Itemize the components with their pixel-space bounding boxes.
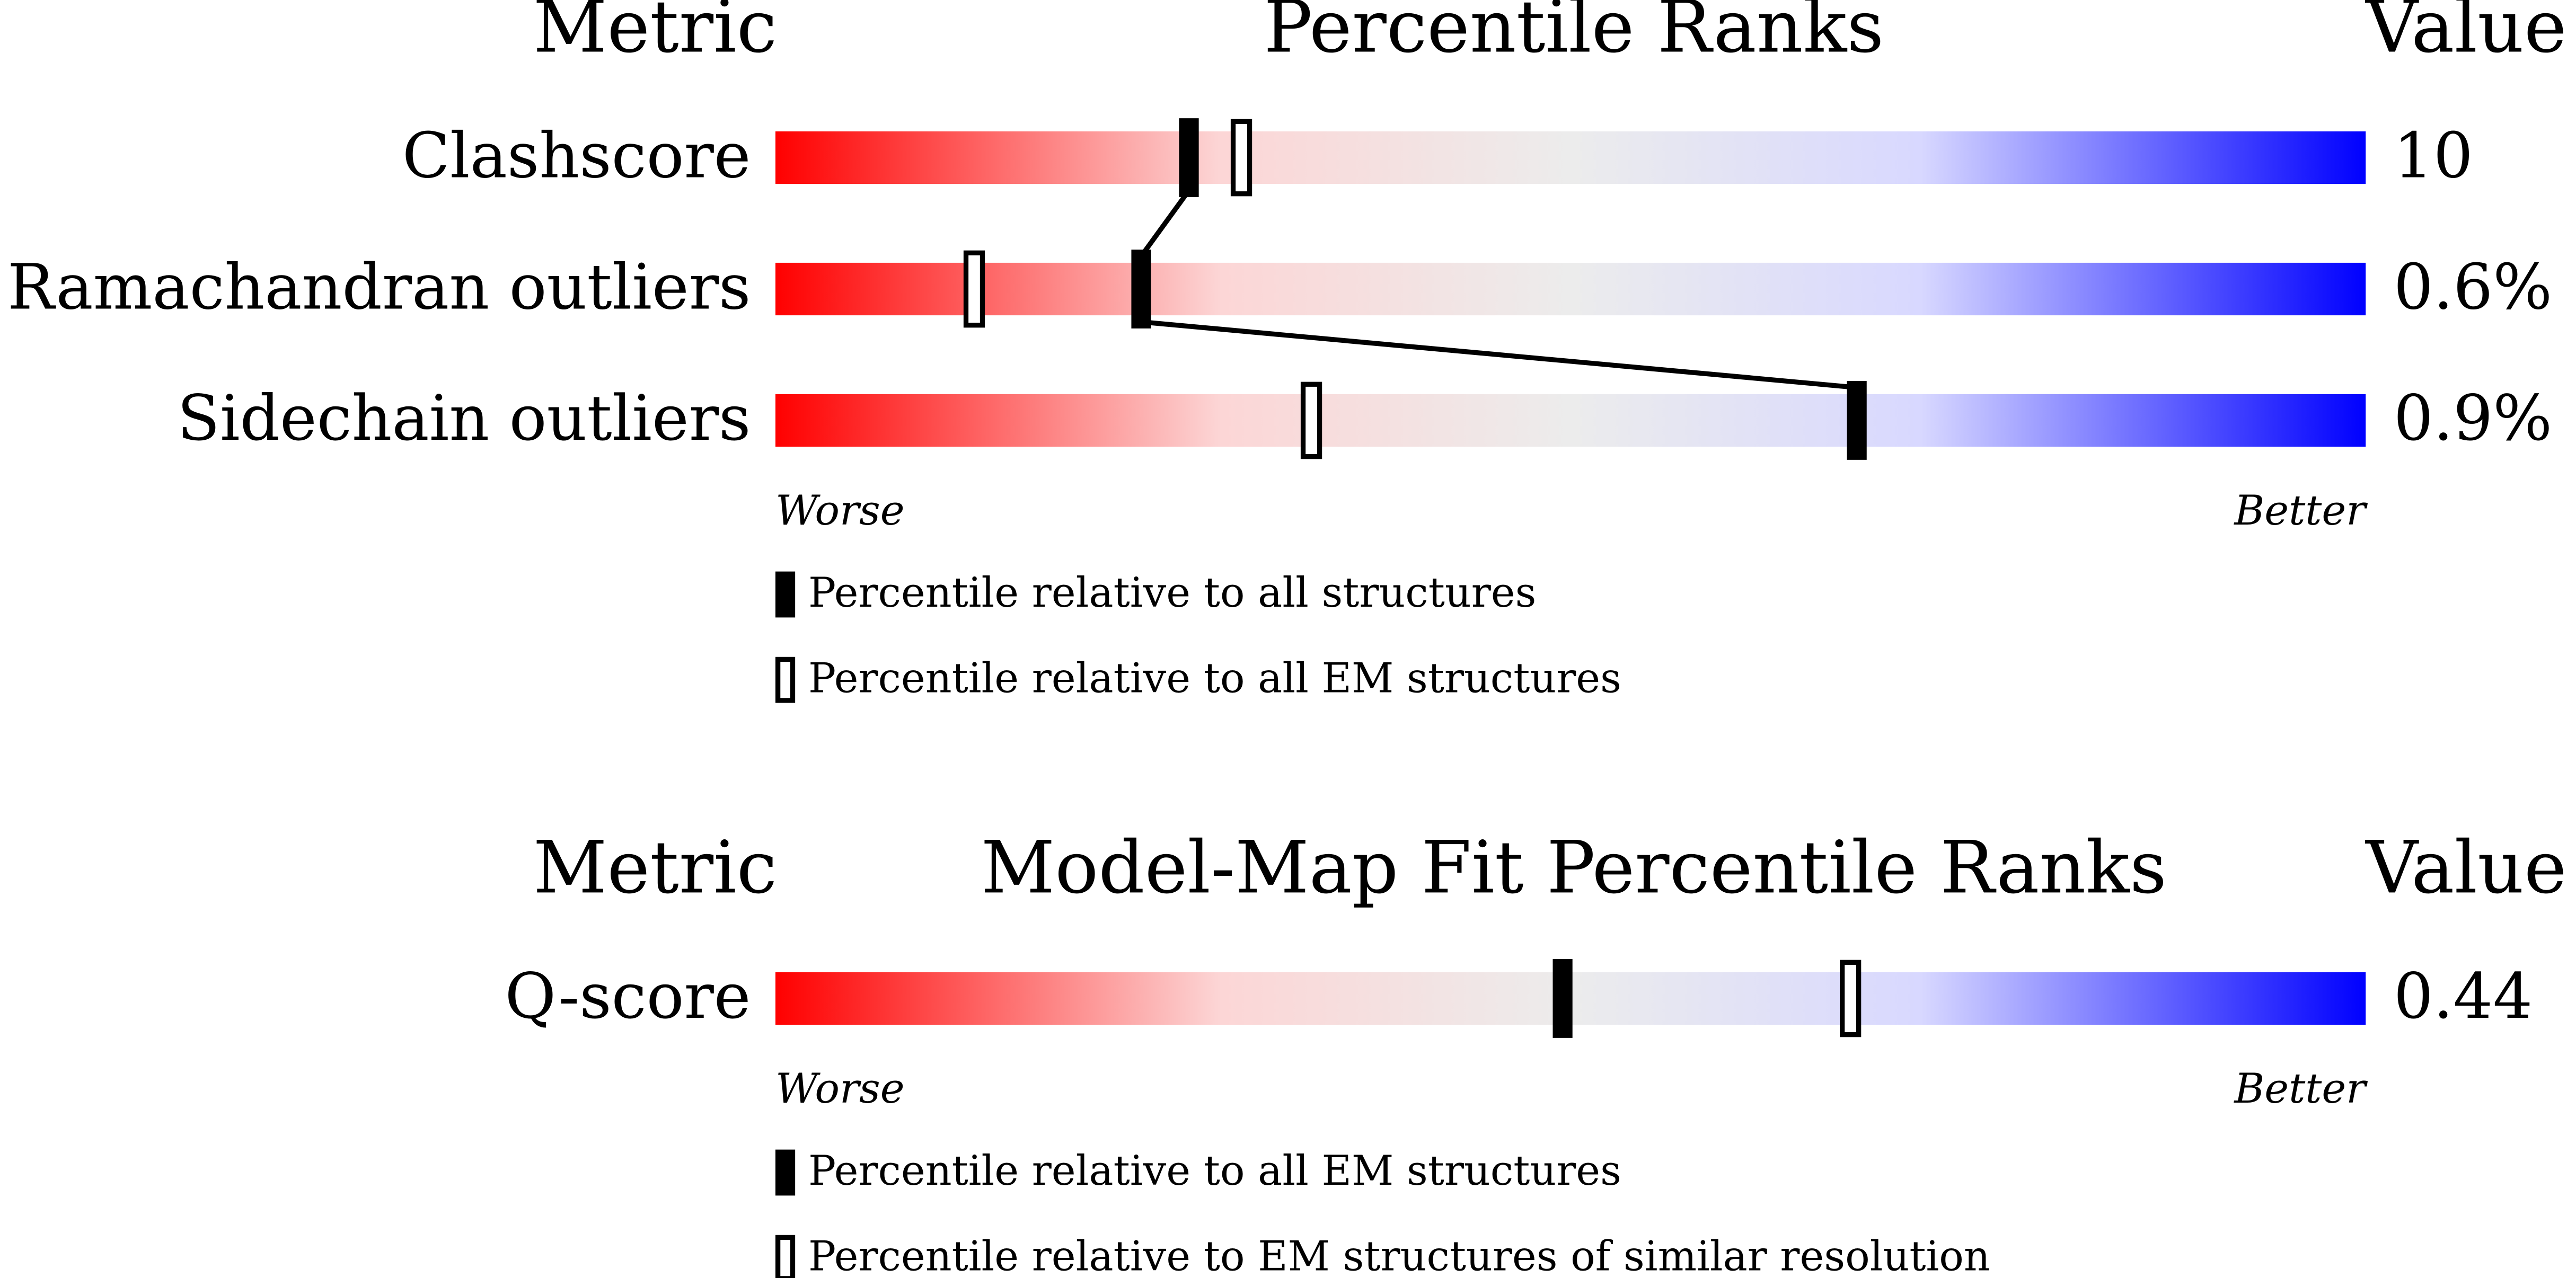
- legend-icon-hollow: [775, 656, 796, 703]
- value-text: 10: [2394, 119, 2473, 192]
- column-header: Value: [2365, 826, 2566, 910]
- metric-label: Clashscore: [402, 119, 751, 192]
- legend-icon-hollow: [775, 1235, 796, 1278]
- percentile-marker: [1847, 381, 1867, 460]
- gradient-bar: [775, 131, 2366, 184]
- legend-icon: [775, 571, 796, 618]
- legend-label: Percentile relative to EM structures of …: [808, 1232, 1990, 1278]
- legend-icon: [775, 1149, 796, 1196]
- axis-label-right: Better: [2233, 487, 2368, 535]
- value-text: 0.44: [2394, 960, 2533, 1033]
- percentile-marker-hollow: [1840, 960, 1862, 1037]
- column-header: Metric: [533, 826, 777, 910]
- connector-line: [1139, 189, 1191, 258]
- column-header: Model-Map Fit Percentile Ranks: [981, 826, 2167, 910]
- axis-label-left: Worse: [775, 1065, 905, 1113]
- column-header: Value: [2365, 0, 2566, 69]
- legend-label: Percentile relative to all EM structures: [808, 654, 1621, 702]
- percentile-marker: [1552, 959, 1573, 1038]
- connector-line: [1141, 319, 1857, 390]
- column-header: Percentile Ranks: [1264, 0, 1884, 69]
- metric-label: Q-score: [505, 960, 751, 1033]
- axis-label-right: Better: [2233, 1065, 2368, 1113]
- percentile-marker-hollow: [1230, 119, 1252, 197]
- legend-label: Percentile relative to all structures: [808, 569, 1536, 617]
- gradient-bar: [775, 262, 2366, 316]
- metric-label: Ramachandran outliers: [7, 251, 751, 323]
- metric-label: Sidechain outliers: [177, 382, 751, 455]
- legend-label: Percentile relative to all EM structures: [808, 1147, 1621, 1195]
- gradient-bar: [775, 394, 2366, 447]
- percentile-marker-hollow: [1300, 381, 1322, 459]
- axis-label-left: Worse: [775, 487, 905, 535]
- column-header: Metric: [533, 0, 777, 69]
- percentile-marker: [1179, 118, 1199, 197]
- percentile-marker-hollow: [963, 250, 985, 328]
- value-text: 0.9%: [2394, 382, 2552, 455]
- percentile-marker: [1131, 250, 1151, 329]
- value-text: 0.6%: [2394, 251, 2552, 323]
